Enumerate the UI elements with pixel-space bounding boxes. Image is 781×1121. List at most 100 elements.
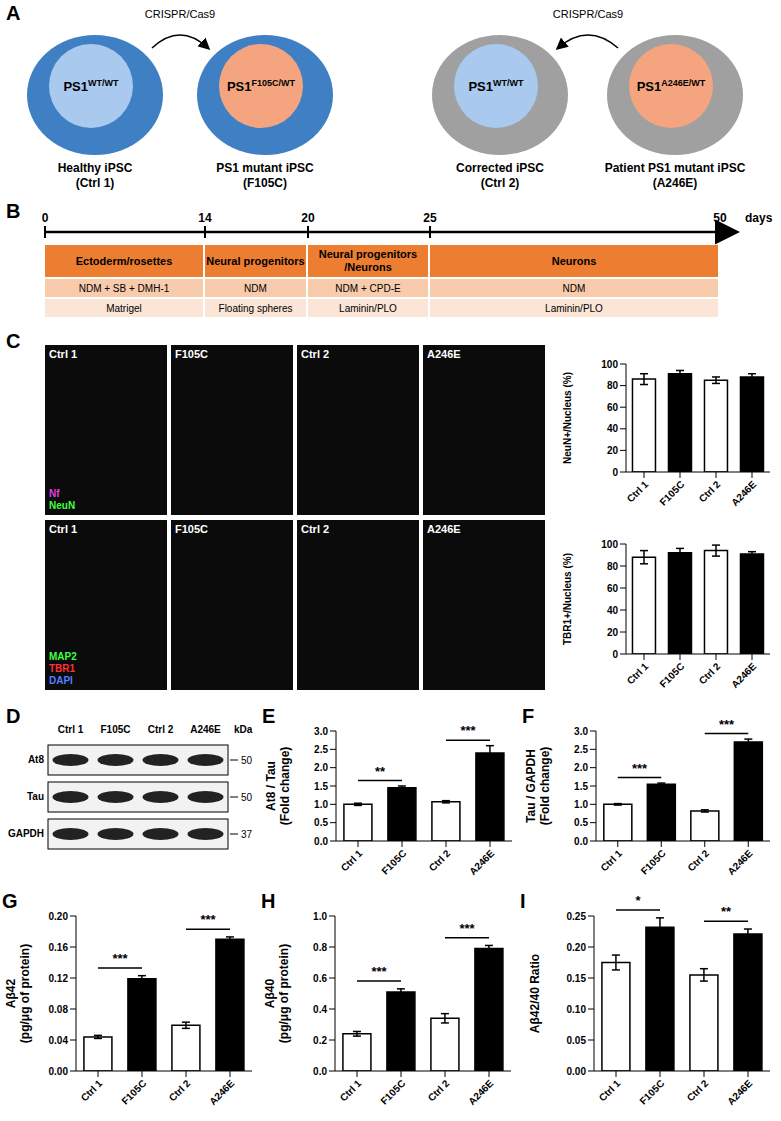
svg-text:100: 100 — [601, 539, 618, 550]
svg-text:Aβ42(pg/μg of protein): Aβ42(pg/μg of protein) — [4, 944, 32, 1043]
svg-text:A246E: A246E — [729, 478, 759, 508]
svg-text:80: 80 — [607, 561, 619, 572]
svg-text:60: 60 — [607, 402, 619, 413]
svg-text:0.0: 0.0 — [313, 1066, 327, 1077]
svg-text:Ctrl 1: Ctrl 1 — [58, 724, 84, 735]
svg-text:***: *** — [719, 717, 735, 732]
svg-text:0.20: 0.20 — [567, 942, 587, 953]
svg-text:1.5: 1.5 — [314, 781, 328, 792]
svg-text:A246E: A246E — [725, 1077, 755, 1107]
svg-text:60: 60 — [607, 583, 619, 594]
svg-text:0: 0 — [612, 467, 618, 478]
svg-text:Aβ40(pg/μg of protein): Aβ40(pg/μg of protein) — [263, 944, 291, 1043]
svg-text:F105C: F105C — [379, 848, 408, 877]
svg-text:Ctrl 2: Ctrl 2 — [697, 478, 723, 504]
svg-text:A246E: A246E — [725, 847, 755, 877]
svg-text:A246E: A246E — [729, 660, 759, 690]
svg-text:Ctrl 2: Ctrl 2 — [427, 847, 453, 873]
svg-text:**: ** — [375, 764, 386, 779]
svg-text:0.00: 0.00 — [567, 1066, 587, 1077]
svg-text:NeuN+/Nucleus (%): NeuN+/Nucleus (%) — [562, 372, 573, 464]
svg-text:14: 14 — [198, 211, 212, 225]
svg-text:(F105C): (F105C) — [243, 176, 287, 190]
svg-text:F105C: F105C — [119, 1078, 148, 1107]
svg-text:1.0: 1.0 — [313, 911, 327, 922]
svg-text:Healthy iPSC: Healthy iPSC — [58, 161, 133, 175]
svg-text:*: * — [635, 893, 641, 908]
svg-text:2.0: 2.0 — [314, 762, 328, 773]
svg-text:F105C: F105C — [657, 479, 686, 508]
svg-text:0.12: 0.12 — [49, 973, 69, 984]
svg-text:***: *** — [112, 951, 128, 966]
svg-text:0: 0 — [612, 649, 618, 660]
svg-text:F105C: F105C — [637, 1078, 666, 1107]
svg-text:20: 20 — [607, 445, 619, 456]
svg-text:1.5: 1.5 — [574, 781, 588, 792]
svg-text:2.5: 2.5 — [574, 744, 588, 755]
svg-text:PS1F105C/WT: PS1F105C/WT — [227, 78, 296, 94]
svg-text:Ctrl 1: Ctrl 1 — [625, 660, 651, 686]
svg-text:Ctrl 1: Ctrl 1 — [79, 1077, 105, 1103]
svg-text:***: *** — [459, 921, 475, 936]
svg-text:PS1WT/WT: PS1WT/WT — [468, 78, 524, 94]
svg-text:***: *** — [460, 723, 476, 738]
svg-text:40: 40 — [607, 423, 619, 434]
svg-text:A246E: A246E — [190, 724, 221, 735]
svg-text:TBR1+/Nucleus (%): TBR1+/Nucleus (%) — [562, 553, 573, 645]
svg-text:0.6: 0.6 — [313, 973, 327, 984]
svg-text:Ctrl 2: Ctrl 2 — [685, 1077, 711, 1103]
svg-text:37: 37 — [241, 829, 253, 840]
svg-text:40: 40 — [607, 605, 619, 616]
svg-text:0.16: 0.16 — [49, 942, 69, 953]
svg-text:3.0: 3.0 — [574, 726, 588, 737]
svg-text:25: 25 — [423, 211, 437, 225]
svg-text:***: *** — [200, 912, 216, 927]
svg-text:0.10: 0.10 — [567, 1004, 587, 1015]
svg-text:PS1A246E/WT: PS1A246E/WT — [637, 78, 706, 94]
svg-text:GAPDH: GAPDH — [8, 828, 44, 839]
svg-text:100: 100 — [601, 359, 618, 370]
svg-text:(A246E): (A246E) — [653, 176, 698, 190]
svg-text:Corrected iPSC: Corrected iPSC — [456, 161, 544, 175]
svg-text:0.8: 0.8 — [313, 942, 327, 953]
svg-text:80: 80 — [607, 380, 619, 391]
svg-text:20: 20 — [301, 211, 315, 225]
svg-text:(Ctrl 1): (Ctrl 1) — [76, 176, 115, 190]
svg-text:At8 / Tau(Fold change): At8 / Tau(Fold change) — [264, 747, 292, 826]
svg-text:0: 0 — [42, 211, 49, 225]
svg-text:Ctrl 1: Ctrl 1 — [338, 1077, 364, 1103]
svg-text:F105C: F105C — [657, 661, 686, 690]
svg-text:Ctrl 2: Ctrl 2 — [426, 1077, 452, 1103]
svg-text:0.05: 0.05 — [567, 1035, 587, 1046]
svg-text:Tau: Tau — [27, 791, 44, 802]
svg-text:F105C: F105C — [639, 848, 668, 877]
svg-text:***: *** — [371, 964, 387, 979]
svg-text:0.5: 0.5 — [574, 817, 588, 828]
svg-text:(Ctrl 2): (Ctrl 2) — [481, 176, 520, 190]
svg-text:CRISPR/Cas9: CRISPR/Cas9 — [145, 8, 215, 20]
svg-text:Tau / GAPDH(Fold change): Tau / GAPDH(Fold change) — [524, 747, 552, 826]
svg-text:kDa: kDa — [234, 724, 253, 735]
svg-text:50: 50 — [241, 755, 253, 766]
svg-text:A246E: A246E — [467, 847, 497, 877]
svg-text:Ctrl 1: Ctrl 1 — [339, 847, 365, 873]
svg-text:**: ** — [721, 904, 732, 919]
svg-text:0.15: 0.15 — [567, 973, 587, 984]
svg-text:1.0: 1.0 — [314, 799, 328, 810]
svg-text:2.5: 2.5 — [314, 744, 328, 755]
svg-text:Ctrl 2: Ctrl 2 — [685, 847, 711, 873]
svg-text:CRISPR/Cas9: CRISPR/Cas9 — [553, 8, 623, 20]
svg-text:A246E: A246E — [207, 1077, 237, 1107]
svg-text:0.20: 0.20 — [49, 911, 69, 922]
svg-text:Patient PS1 mutant iPSC: Patient PS1 mutant iPSC — [605, 161, 746, 175]
svg-text:F105C: F105C — [100, 724, 130, 735]
svg-text:3.0: 3.0 — [314, 726, 328, 737]
svg-text:1.0: 1.0 — [574, 799, 588, 810]
svg-text:Ctrl 1: Ctrl 1 — [597, 1077, 623, 1103]
svg-text:PS1 mutant iPSC: PS1 mutant iPSC — [216, 161, 314, 175]
svg-text:2.0: 2.0 — [574, 762, 588, 773]
svg-text:F105C: F105C — [378, 1078, 407, 1107]
svg-text:A246E: A246E — [466, 1077, 496, 1107]
svg-text:PS1WT/WT: PS1WT/WT — [63, 78, 119, 94]
svg-text:Ctrl 2: Ctrl 2 — [167, 1077, 193, 1103]
